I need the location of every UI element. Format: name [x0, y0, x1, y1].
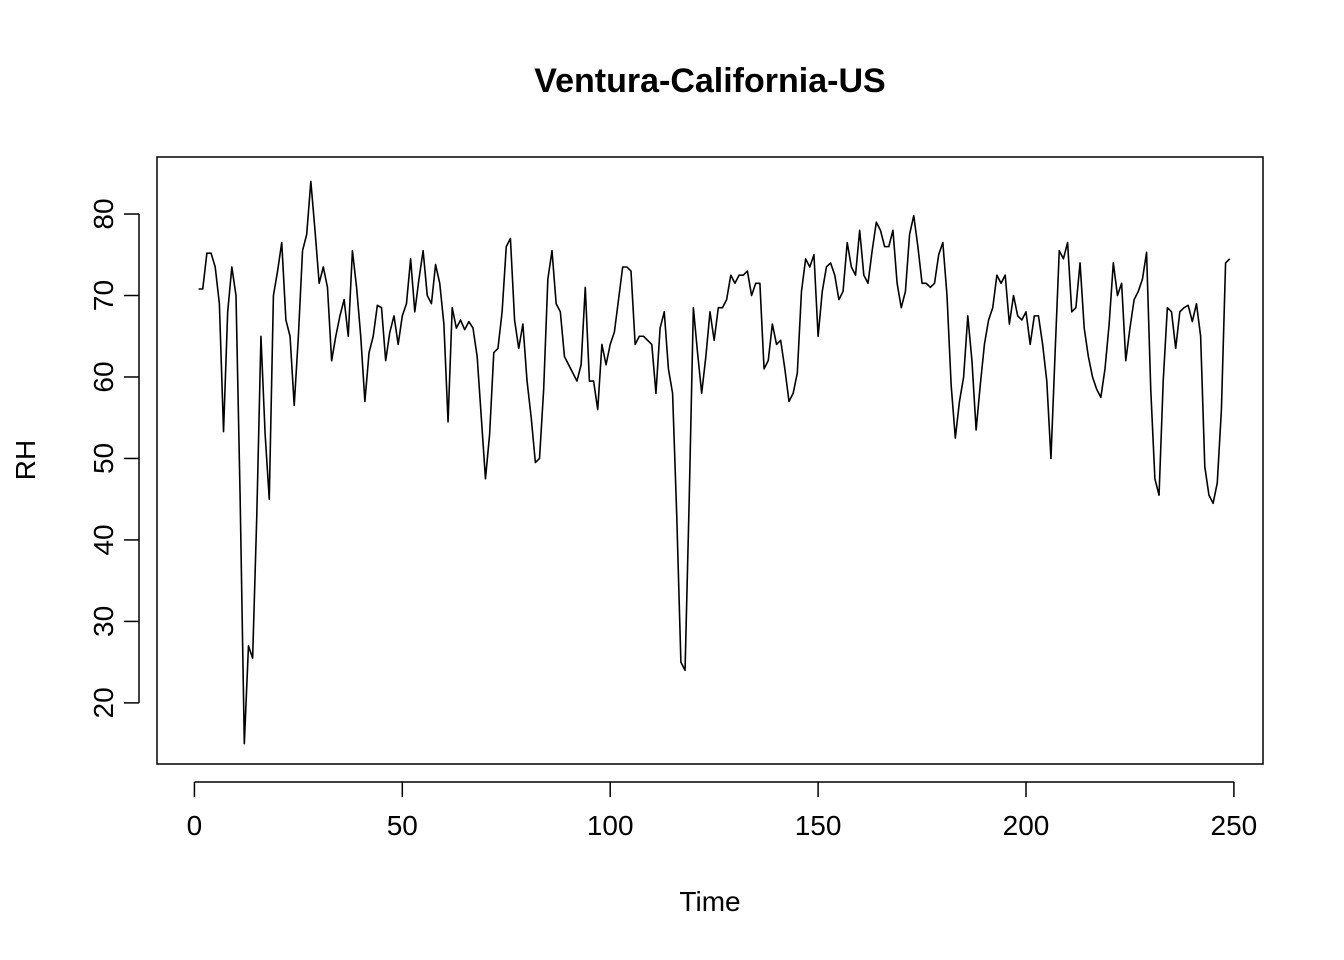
x-tick-label: 150 — [795, 810, 842, 841]
x-tick-label: 250 — [1211, 810, 1258, 841]
y-tick-label: 60 — [88, 361, 119, 392]
y-tick-label: 70 — [88, 280, 119, 311]
y-tick-label: 50 — [88, 443, 119, 474]
y-axis: 20 30 40 50 60 70 80 — [88, 198, 140, 718]
x-tick-label: 50 — [387, 810, 418, 841]
y-axis-label: RH — [10, 440, 41, 480]
y-tick-label: 80 — [88, 198, 119, 229]
y-tick-label: 40 — [88, 524, 119, 555]
x-tick-label: 200 — [1003, 810, 1050, 841]
x-axis: 0 50 100 150 200 250 — [187, 781, 1258, 841]
x-axis-label: Time — [679, 886, 740, 917]
chart-title: Ventura-California-US — [534, 62, 885, 100]
x-tick-label: 100 — [587, 810, 634, 841]
series-line — [198, 180, 1231, 745]
y-tick-label: 20 — [88, 687, 119, 718]
plot-frame — [156, 156, 1264, 765]
x-tick-label: 0 — [187, 810, 203, 841]
y-tick-label: 30 — [88, 606, 119, 637]
